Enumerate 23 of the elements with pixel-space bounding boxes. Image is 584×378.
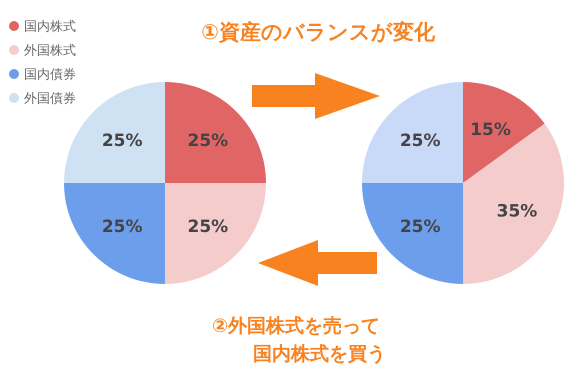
data-label: 25%	[400, 216, 440, 237]
pie-slice	[362, 183, 463, 284]
legend-label: 国内株式	[24, 20, 76, 35]
data-label: 25%	[188, 216, 228, 237]
pie-slice	[165, 82, 266, 183]
legend-label: 外国債券	[24, 92, 76, 107]
pie-slice	[463, 82, 545, 183]
text: ①資産のバランスが変化	[201, 20, 436, 44]
pie-slice	[165, 183, 266, 284]
legend-label: 外国株式	[24, 44, 76, 59]
text: 国内株式を買う	[253, 343, 386, 365]
data-label: 35%	[496, 201, 538, 222]
text: ②外国株式を売って	[212, 315, 380, 337]
data-label: 25%	[102, 131, 142, 152]
data-label: 15%	[470, 120, 511, 140]
data-label: 25%	[400, 131, 440, 152]
pie-slice	[362, 82, 463, 183]
legend-label: 国内債券	[24, 68, 76, 83]
pie-slice	[463, 124, 564, 284]
data-label: 25%	[102, 216, 142, 237]
pie-slice	[64, 183, 165, 284]
pie-slice	[64, 82, 165, 183]
data-label: 25%	[188, 131, 228, 152]
